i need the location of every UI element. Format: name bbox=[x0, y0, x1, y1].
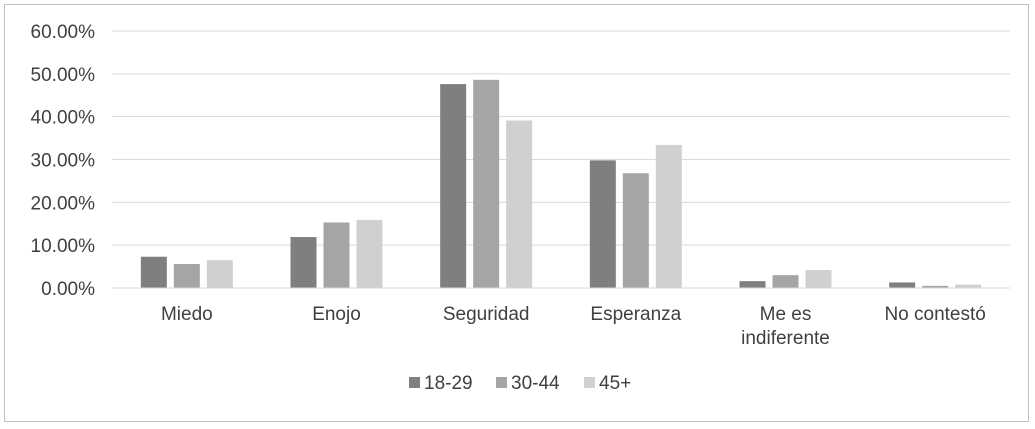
x-axis-category-labels: Miedo Enojo Seguridad Esperanza Me es indifer… bbox=[161, 304, 986, 349]
y-tick-label: 0.00% bbox=[41, 279, 95, 300]
bar-45+ bbox=[356, 219, 383, 288]
legend-label: 45+ bbox=[599, 373, 631, 394]
x-category-label: indiferente bbox=[741, 328, 830, 349]
legend-label: 30-44 bbox=[511, 373, 560, 394]
gridlines bbox=[112, 30, 1010, 246]
legend-label: 18-29 bbox=[424, 373, 473, 394]
legend: 18-29 30-44 45+ bbox=[409, 373, 631, 394]
bar-18-29 bbox=[589, 160, 616, 288]
bar-45+ bbox=[655, 144, 682, 288]
bar-45+ bbox=[955, 284, 982, 288]
legend-swatch bbox=[496, 377, 507, 388]
x-category-label: Esperanza bbox=[590, 304, 681, 325]
bar-18-29 bbox=[140, 256, 167, 288]
bar-45+ bbox=[206, 260, 233, 288]
bar-18-29 bbox=[440, 84, 467, 288]
bar-30-44 bbox=[922, 285, 949, 288]
y-tick-label: 20.00% bbox=[31, 193, 96, 214]
y-tick-label: 50.00% bbox=[31, 65, 96, 86]
bar-30-44 bbox=[622, 173, 649, 288]
y-tick-label: 40.00% bbox=[31, 108, 96, 129]
y-axis-tick-labels: 0.00% 10.00% 20.00% 30.00% 40.00% 50.00% 60.00… bbox=[31, 22, 96, 300]
y-tick-label: 10.00% bbox=[31, 236, 96, 257]
x-category-label: Miedo bbox=[161, 304, 213, 325]
legend-swatch bbox=[409, 377, 420, 388]
bar-30-44 bbox=[173, 264, 200, 288]
legend-swatch bbox=[584, 377, 595, 388]
bar-45+ bbox=[805, 270, 832, 288]
bar-30-44 bbox=[473, 79, 500, 288]
bar-30-44 bbox=[323, 222, 350, 288]
bar-30-44 bbox=[772, 275, 799, 288]
x-category-label: Seguridad bbox=[443, 304, 530, 325]
x-category-label: No contestó bbox=[884, 304, 985, 325]
x-category-label: Me es bbox=[760, 304, 812, 325]
bar-45+ bbox=[506, 120, 533, 288]
y-tick-label: 30.00% bbox=[31, 151, 96, 172]
x-category-label: Enojo bbox=[312, 304, 361, 325]
bars bbox=[140, 79, 982, 288]
bar-18-29 bbox=[290, 237, 317, 288]
y-tick-label: 60.00% bbox=[31, 22, 96, 43]
bar-18-29 bbox=[889, 282, 916, 288]
bar-18-29 bbox=[739, 281, 766, 288]
